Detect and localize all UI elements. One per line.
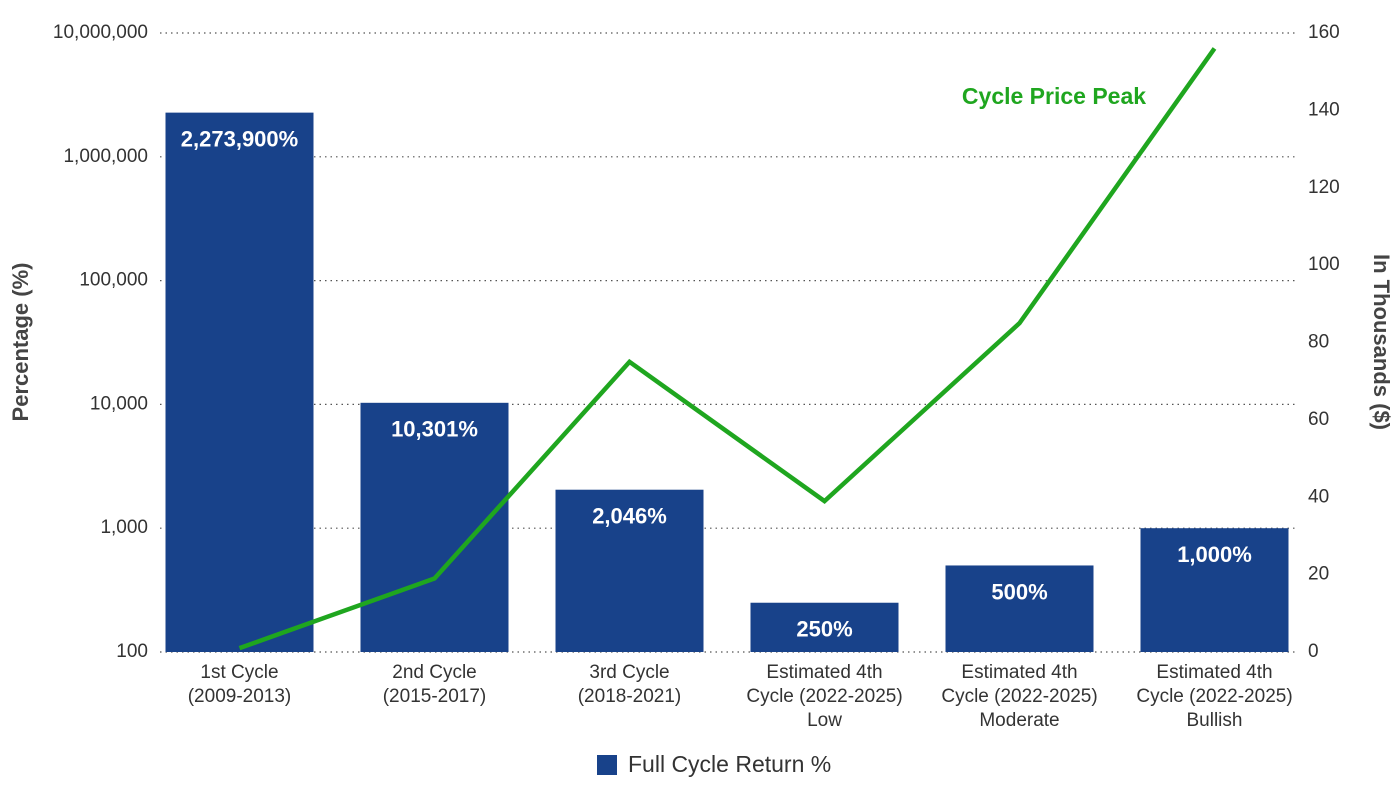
x-tick-label: Cycle (2022-2025) bbox=[1136, 686, 1292, 707]
y2-axis-title: In Thousands ($) bbox=[1369, 254, 1394, 430]
bar bbox=[555, 489, 704, 652]
y2-tick-label: 20 bbox=[1308, 564, 1329, 585]
x-tick-label: Estimated 4th bbox=[961, 662, 1077, 683]
bar-value-label: 1,000% bbox=[1177, 542, 1252, 567]
x-tick-label: Bullish bbox=[1187, 710, 1243, 731]
x-tick-label: (2018-2021) bbox=[578, 686, 682, 707]
x-tick-label: Cycle (2022-2025) bbox=[746, 686, 902, 707]
y2-tick-label: 60 bbox=[1308, 409, 1329, 430]
y-tick-label: 100,000 bbox=[79, 270, 148, 291]
y-tick-label: 10,000 bbox=[90, 393, 148, 414]
bar bbox=[360, 402, 509, 652]
x-tick-label: Low bbox=[807, 710, 842, 731]
y2-tick-label: 40 bbox=[1308, 486, 1329, 507]
bar-value-label: 10,301% bbox=[391, 417, 478, 442]
line bbox=[238, 47, 1217, 651]
line-annotation: Cycle Price Peak bbox=[962, 83, 1146, 109]
legend-swatch bbox=[597, 755, 617, 775]
x-tick-label: Estimated 4th bbox=[1156, 662, 1272, 683]
y2-tick-label: 80 bbox=[1308, 332, 1329, 353]
x-tick-label: 1st Cycle bbox=[200, 662, 278, 683]
x-tick-label: Cycle (2022-2025) bbox=[941, 686, 1097, 707]
y-tick-label: 1,000,000 bbox=[63, 146, 148, 167]
x-tick-label: (2009-2013) bbox=[188, 686, 292, 707]
y-tick-label: 100 bbox=[116, 641, 148, 662]
y-axis-title: Percentage (%) bbox=[8, 263, 33, 422]
y-tick-label: 1,000 bbox=[100, 517, 148, 538]
y-tick-label: 10,000,000 bbox=[53, 22, 148, 43]
x-tick-label: 2nd Cycle bbox=[392, 662, 477, 683]
x-tick-label: (2015-2017) bbox=[383, 686, 487, 707]
x-tick-label: 3rd Cycle bbox=[589, 662, 669, 683]
y2-tick-label: 160 bbox=[1308, 22, 1340, 43]
y2-tick-label: 100 bbox=[1308, 254, 1340, 275]
bar bbox=[1140, 528, 1289, 652]
bar-value-label: 500% bbox=[991, 579, 1047, 604]
y2-tick-label: 140 bbox=[1308, 99, 1340, 120]
bar-value-label: 2,273,900% bbox=[181, 126, 298, 151]
bar-value-label: 250% bbox=[796, 617, 852, 642]
y2-tick-label: 0 bbox=[1308, 641, 1319, 662]
y2-tick-label: 120 bbox=[1308, 177, 1340, 198]
x-tick-label: Moderate bbox=[979, 710, 1059, 731]
legend-label: Full Cycle Return % bbox=[628, 751, 831, 777]
bar bbox=[165, 112, 314, 652]
bar-value-label: 2,046% bbox=[592, 504, 667, 529]
bar bbox=[750, 602, 899, 652]
bar bbox=[945, 565, 1094, 652]
x-tick-label: Estimated 4th bbox=[766, 662, 882, 683]
